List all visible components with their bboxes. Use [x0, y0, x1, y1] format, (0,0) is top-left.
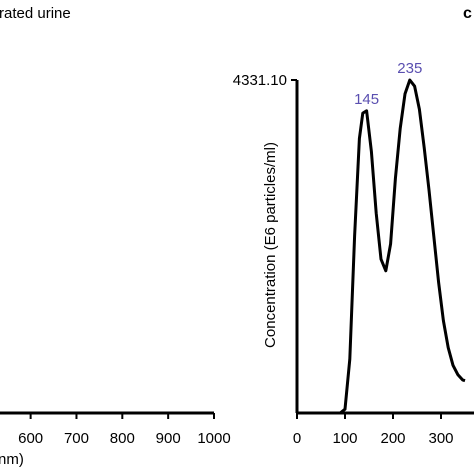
right-x-ticks: 0 100 200 300	[293, 413, 454, 447]
right-x-tick-label: 200	[380, 430, 405, 447]
right-y-tick-label: 4331.10	[233, 72, 287, 89]
left-panel-title-fragment: rated urine	[0, 5, 71, 22]
left-chart: 600 700 800 900 1000 nm)	[0, 411, 231, 468]
left-x-tick-label: 800	[110, 430, 135, 447]
left-x-ticks: 600 700 800 900 1000	[18, 413, 231, 447]
right-x-tick-label: 100	[332, 430, 357, 447]
peak-label: 235	[397, 60, 422, 77]
left-x-tick-label: 1000	[197, 430, 230, 447]
left-x-tick-label: 700	[64, 430, 89, 447]
peak-label: 145	[354, 91, 379, 108]
peak-annotations: 145 235	[354, 60, 422, 108]
right-chart: 4331.10 0 100 200 300 Concentration (E6 par…	[233, 60, 474, 447]
left-x-tick-label: 600	[18, 430, 43, 447]
right-x-tick-label: 0	[293, 430, 301, 447]
right-x-tick-label: 300	[428, 430, 453, 447]
left-x-tick-label: 900	[156, 430, 181, 447]
right-y-axis-label: Concentration (E6 particles/ml)	[262, 142, 279, 348]
right-y-ticks: 4331.10	[233, 72, 297, 89]
concentration-curve	[297, 78, 466, 415]
left-x-axis-label-fragment: nm)	[0, 451, 24, 468]
panel-letter: c	[463, 5, 472, 22]
